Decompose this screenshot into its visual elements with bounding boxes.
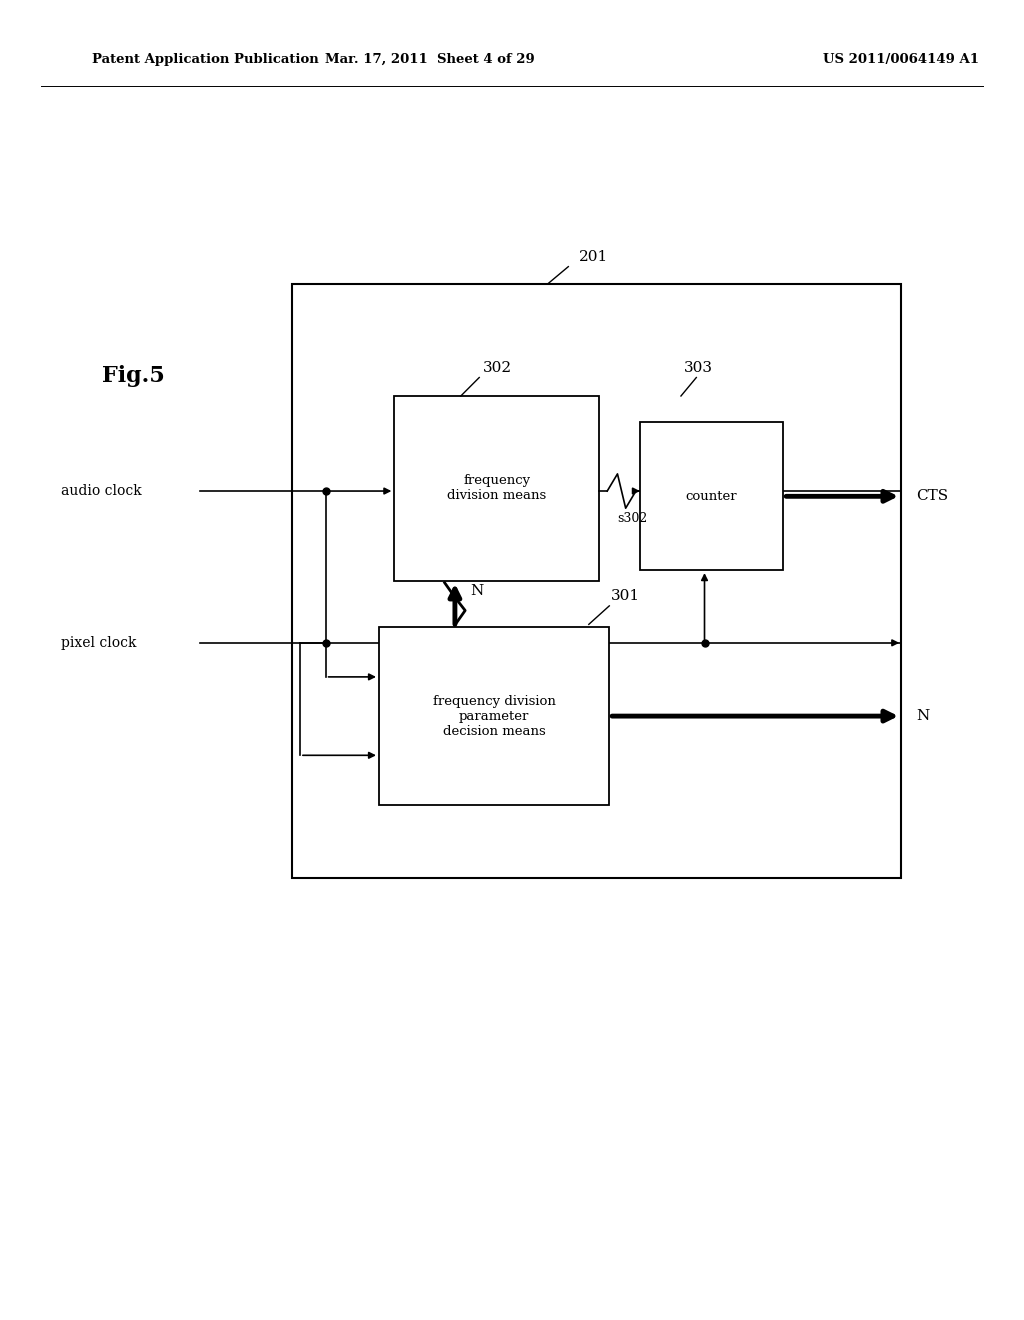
Text: pixel clock: pixel clock	[61, 636, 137, 649]
Text: 303: 303	[684, 360, 713, 375]
Text: Fig.5: Fig.5	[102, 366, 165, 387]
Text: 201: 201	[579, 249, 608, 264]
Text: US 2011/0064149 A1: US 2011/0064149 A1	[823, 53, 979, 66]
Text: frequency division
parameter
decision means: frequency division parameter decision me…	[433, 694, 555, 738]
Text: N: N	[470, 583, 483, 598]
Text: 302: 302	[483, 360, 512, 375]
Text: Mar. 17, 2011  Sheet 4 of 29: Mar. 17, 2011 Sheet 4 of 29	[326, 53, 535, 66]
Text: 301: 301	[611, 589, 640, 603]
Text: frequency
division means: frequency division means	[447, 474, 546, 503]
Bar	[640, 422, 783, 570]
Text: s302: s302	[617, 512, 648, 525]
Bar	[379, 627, 609, 805]
Text: Patent Application Publication: Patent Application Publication	[92, 53, 318, 66]
Text: counter: counter	[686, 490, 737, 503]
Bar	[394, 396, 599, 581]
Text: audio clock: audio clock	[61, 484, 142, 498]
Text: CTS: CTS	[916, 490, 948, 503]
Text: N: N	[916, 709, 930, 723]
Bar	[292, 284, 901, 878]
